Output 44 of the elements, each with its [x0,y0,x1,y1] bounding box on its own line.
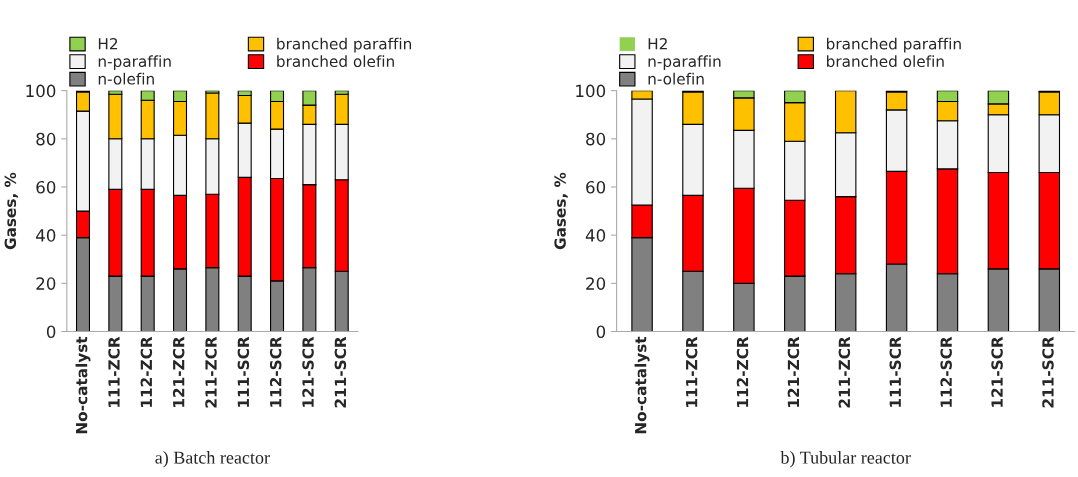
x-tick-label: 112-ZCR [140,336,153,407]
x-tick-label: 211-ZCR [838,336,851,408]
legend-label: H2 [648,37,667,50]
y-tick-label: 20 [586,277,606,290]
legend-label: n-olefin [648,72,704,85]
x-tick-label: 211-SCR [334,336,347,408]
y-tick-label: 80 [36,132,56,146]
y-tick-label: 0 [596,325,606,339]
x-tick-label: 121-SCR [991,336,1003,407]
x-tick-label: 211-ZCR [205,336,217,408]
x-tick-label: No-catalyst [75,336,91,434]
y-tick-label: 40 [585,229,606,242]
x-tick-label: 111-SCR [889,336,902,407]
x-tick-label: No-catalyst [634,336,650,434]
legend-label: branched olefin [827,55,944,68]
x-tick-label: 111-ZCR [108,336,120,407]
y-tick-label: 100 [576,84,606,98]
legend-label: branched paraffin [277,37,412,53]
y-tick-label: 20 [36,277,56,290]
legend-label: branched olefin [277,55,394,68]
text: a) Batch reactor [155,451,270,468]
x-tick-label: 111-ZCR [685,336,698,407]
text: b) Tubular reactor [780,451,911,468]
y-tick-label: 100 [26,84,56,98]
y-tick-label: 0 [46,325,56,339]
y-axis-title: Gases, % [4,172,19,250]
legend-label: branched paraffin [827,37,961,53]
x-tick-label: 211-SCR [1042,336,1054,408]
x-tick-label: 121-SCR [302,336,314,407]
y-tick-label: 40 [36,229,56,242]
x-tick-label: 112-SCR [940,336,952,407]
y-axis-title: Gases, % [554,172,568,250]
x-tick-label: 112-SCR [269,336,282,407]
x-tick-label: 121-ZCR [787,336,800,407]
x-tick-label: 112-ZCR [736,336,749,407]
y-tick-label: 80 [586,132,606,146]
legend-label: n-paraffin [648,55,721,71]
x-tick-label: 111-SCR [237,336,250,407]
legend-label: H2 [98,37,118,50]
y-tick-label: 60 [586,180,606,194]
x-tick-label: 121-ZCR [172,336,185,407]
legend-label: n-paraffin [98,55,171,71]
y-tick-label: 60 [36,180,56,194]
legend-label: n-olefin [98,72,154,85]
